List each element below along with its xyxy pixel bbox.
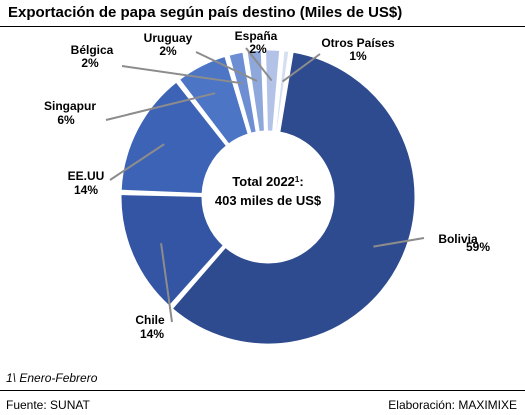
center-label-total: Total 2022 — [232, 174, 295, 189]
slice-ee-uu — [118, 78, 230, 196]
slice-label-name: España — [235, 29, 278, 43]
slice-otros-pa-ses — [272, 48, 292, 135]
bottom-rule — [0, 390, 525, 391]
chart-title: Exportación de papa según país destino (… — [8, 4, 403, 21]
center-label-line1: Total 20221: — [232, 174, 303, 189]
leader-line — [105, 92, 216, 121]
slice-label-name: Uruguay — [144, 31, 193, 45]
center-label-line2: 403 miles de US$ — [215, 193, 322, 208]
slice-label-value: 1% — [349, 49, 367, 63]
slice-label-value: 59% — [466, 240, 490, 254]
slice-label-name: Bélgica — [71, 43, 114, 57]
footnote: 1\ Enero-Febrero — [6, 371, 98, 385]
leader-line — [121, 65, 243, 85]
leader-line — [282, 53, 321, 83]
slice-label-value: 14% — [140, 327, 164, 341]
slice-label-name: Chile — [135, 313, 165, 327]
slice-label-name: Otros Países — [321, 36, 395, 50]
source-note: Fuente: SUNAT — [6, 398, 90, 412]
slice-label-value: 2% — [159, 44, 177, 58]
leader-line — [373, 237, 425, 248]
slice-chile — [118, 192, 227, 310]
slice-label-value: 2% — [81, 56, 99, 70]
credit-note: Elaboración: MAXIMIXE — [388, 398, 517, 412]
donut-chart: Bolivia59%Chile14%EE.UU14%Singapur6%Bélg… — [44, 29, 490, 347]
slice-label-name: EE.UU — [68, 169, 105, 183]
leader-line — [245, 47, 273, 82]
leader-line — [195, 51, 258, 82]
slice-label-value: 6% — [57, 113, 75, 127]
slice-bolivia — [168, 49, 418, 347]
slice-label-name: Singapur — [44, 99, 96, 113]
slice-label-value: 2% — [249, 42, 267, 56]
top-rule — [0, 26, 525, 27]
center-label-superscript: 1 — [295, 175, 300, 184]
leader-line — [160, 243, 173, 323]
leader-line — [109, 143, 165, 181]
center-label-colon: : — [299, 174, 303, 189]
slice-label-value: 14% — [74, 183, 98, 197]
slice-label-name: Bolivia — [438, 232, 478, 246]
slice-singapur — [176, 53, 252, 148]
